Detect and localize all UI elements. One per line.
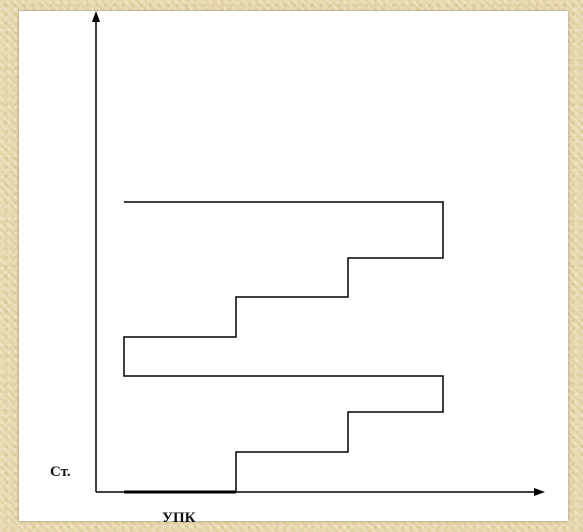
x-axis-label: УПК (162, 510, 196, 526)
y-axis-label: Ст. (50, 464, 71, 480)
y-axis-arrow (92, 11, 100, 22)
diagram-canvas (19, 11, 568, 521)
x-axis-arrow (534, 488, 545, 496)
staircase-outline (123, 201, 444, 492)
